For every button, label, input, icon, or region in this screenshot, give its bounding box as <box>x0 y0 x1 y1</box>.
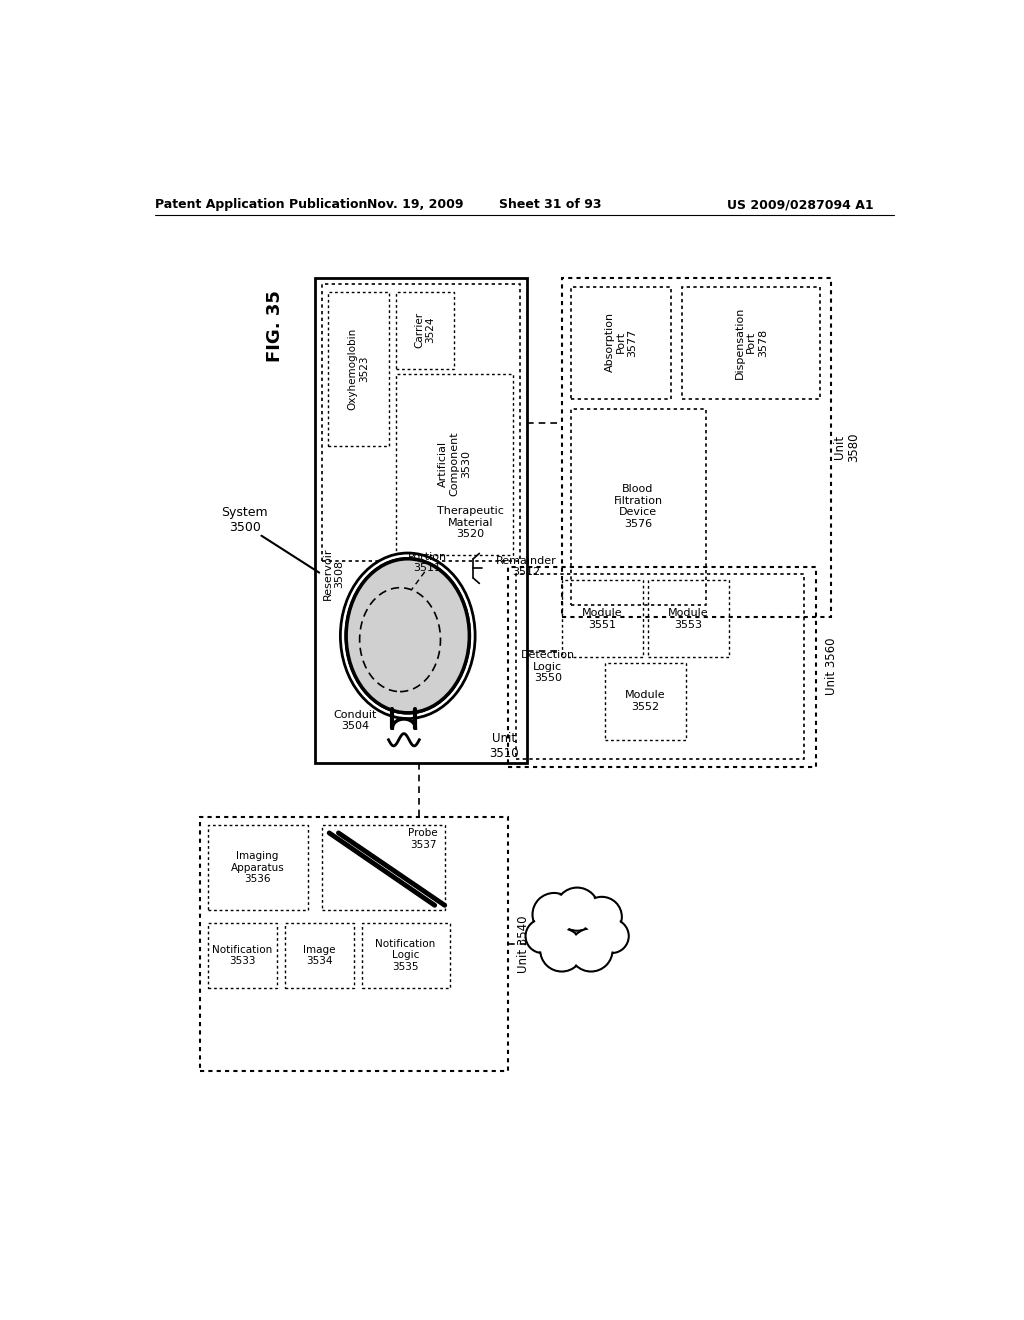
Circle shape <box>584 899 621 936</box>
Text: Conduit
3504: Conduit 3504 <box>334 710 377 731</box>
Bar <box>328 292 389 446</box>
Text: Patent Application Publication: Patent Application Publication <box>156 198 368 211</box>
Bar <box>315 277 527 763</box>
Bar <box>562 277 831 616</box>
Circle shape <box>582 896 622 937</box>
Text: Therapeutic
Material
3520: Therapeutic Material 3520 <box>436 506 504 539</box>
Text: Portion
3511: Portion 3511 <box>408 552 446 573</box>
Circle shape <box>596 921 628 952</box>
Bar <box>571 286 671 399</box>
Bar <box>508 566 816 767</box>
Bar <box>361 923 451 989</box>
Text: Module
3553: Module 3553 <box>668 609 709 630</box>
Text: Unit
3580: Unit 3580 <box>833 433 860 462</box>
Circle shape <box>557 890 597 929</box>
Text: Notification
3533: Notification 3533 <box>212 945 272 966</box>
Circle shape <box>542 929 582 970</box>
Text: US 2009/0287094 A1: US 2009/0287094 A1 <box>727 198 873 211</box>
Bar <box>396 374 513 554</box>
Bar <box>208 825 307 909</box>
Text: Absorption
Port
3577: Absorption Port 3577 <box>604 313 638 372</box>
Text: Remainder
3512: Remainder 3512 <box>497 556 557 577</box>
Text: Module
3552: Module 3552 <box>625 690 666 711</box>
Text: Image
3534: Image 3534 <box>303 945 336 966</box>
Text: Blood
Filtration
Device
3576: Blood Filtration Device 3576 <box>613 484 663 529</box>
Text: Detection
Logic
3550: Detection Logic 3550 <box>521 649 574 684</box>
Text: Sheet 31 of 93: Sheet 31 of 93 <box>499 198 601 211</box>
Bar <box>285 923 354 989</box>
Text: Nov. 19, 2009: Nov. 19, 2009 <box>368 198 464 211</box>
Text: Reservoir
3508: Reservoir 3508 <box>323 548 345 601</box>
Bar <box>562 581 643 657</box>
Circle shape <box>541 928 584 972</box>
Text: Unit 3560: Unit 3560 <box>824 638 838 696</box>
Bar <box>322 825 444 909</box>
Circle shape <box>569 928 612 972</box>
Text: Oxyhemoglobin
3523: Oxyhemoglobin 3523 <box>348 327 370 409</box>
Bar <box>208 923 276 989</box>
Bar <box>682 286 820 399</box>
Text: Module
3551: Module 3551 <box>582 609 623 630</box>
Bar <box>322 284 520 561</box>
Bar <box>396 292 454 368</box>
Bar <box>605 663 686 739</box>
Text: System
3500: System 3500 <box>221 507 268 535</box>
Text: Notification
Logic
3535: Notification Logic 3535 <box>376 939 435 972</box>
Text: Unit 3540: Unit 3540 <box>517 915 529 973</box>
Text: Network
3545: Network 3545 <box>554 929 600 950</box>
Circle shape <box>535 895 574 935</box>
Bar <box>648 581 729 657</box>
Ellipse shape <box>340 553 475 718</box>
Circle shape <box>571 929 611 970</box>
Text: Probe
3537: Probe 3537 <box>409 828 438 850</box>
Text: Imaging
Apparatus
3536: Imaging Apparatus 3536 <box>230 851 285 884</box>
Circle shape <box>532 892 575 936</box>
Circle shape <box>556 887 599 931</box>
Text: Carrier
3524: Carrier 3524 <box>414 312 435 348</box>
Bar <box>571 409 706 605</box>
Text: Artificial
Component
3530: Artificial Component 3530 <box>438 432 471 496</box>
Circle shape <box>539 898 615 974</box>
Text: FIG. 35: FIG. 35 <box>266 290 285 362</box>
Circle shape <box>527 921 558 952</box>
Bar <box>515 574 804 759</box>
Circle shape <box>595 919 629 953</box>
Text: Dispensation
Port
3578: Dispensation Port 3578 <box>734 306 768 379</box>
Ellipse shape <box>346 558 469 713</box>
Bar <box>200 817 508 1071</box>
Circle shape <box>525 919 559 953</box>
Text: Unit
3510: Unit 3510 <box>489 731 519 760</box>
